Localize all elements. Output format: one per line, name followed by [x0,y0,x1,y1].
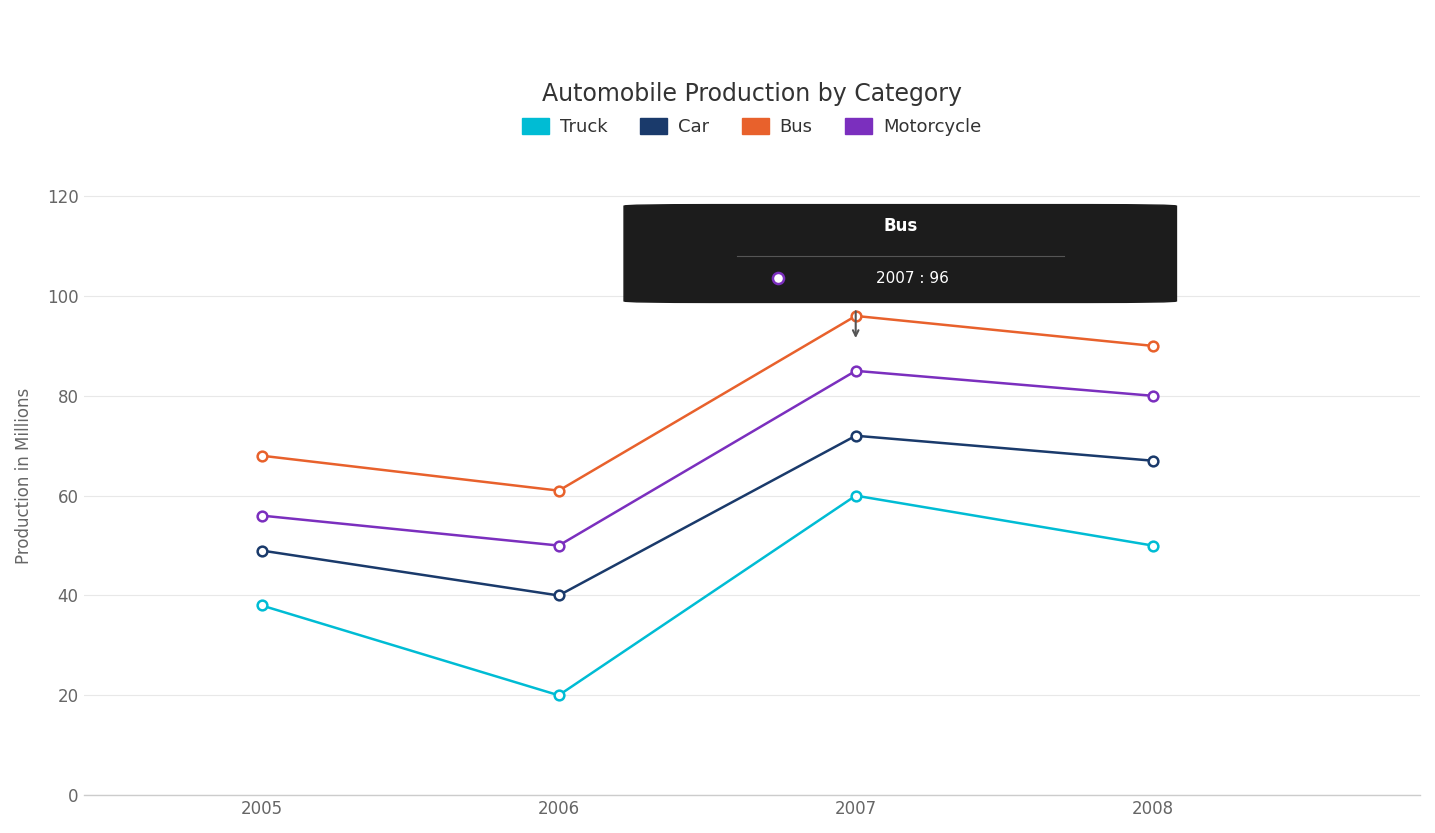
Text: 2007 : 96: 2007 : 96 [877,271,950,286]
Text: Bus: Bus [883,217,917,235]
Legend: Truck, Car, Bus, Motorcycle: Truck, Car, Bus, Motorcycle [515,111,989,143]
FancyBboxPatch shape [624,205,1177,302]
Title: Automobile Production by Category: Automobile Production by Category [542,82,961,106]
Y-axis label: Production in Millions: Production in Millions [14,387,33,564]
